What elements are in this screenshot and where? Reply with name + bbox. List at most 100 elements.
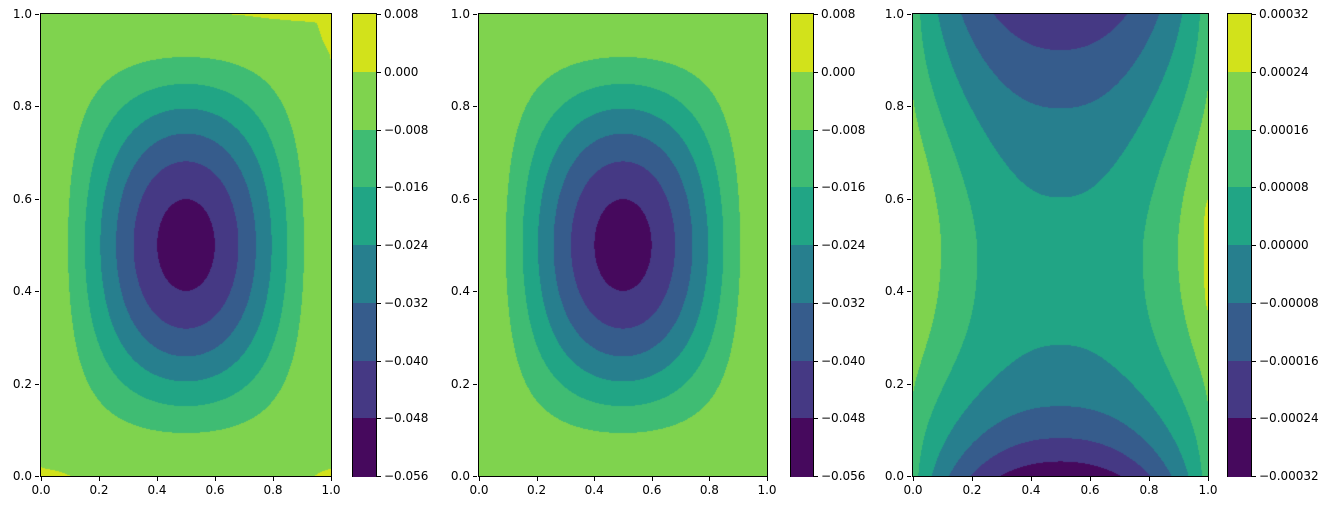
- tick-mark-cb1-3: [377, 187, 381, 189]
- tick-mark-cb2-4: [814, 245, 818, 246]
- tick-mark-y3-1: [907, 383, 911, 385]
- tick-label-x2-1: 0.2: [527, 483, 547, 497]
- tick-label-y2-0: 0.0: [450, 469, 470, 483]
- tick-mark-cb3-6: [1252, 360, 1256, 362]
- tick-mark-x2-4: [709, 477, 711, 481]
- tick-mark-x2-0: [479, 477, 480, 481]
- tick-label-y1-4: 0.8: [12, 99, 32, 114]
- colorbar-band: [791, 302, 813, 361]
- tick-mark-x1-1: [99, 477, 100, 481]
- tick-label-cb2-7: −0.048: [821, 411, 866, 426]
- tick-mark-y1-4: [35, 106, 39, 108]
- tick-mark-cb1-1: [377, 71, 381, 73]
- colorbar-band: [1228, 302, 1251, 361]
- tick-label-x1-5: 1.0: [321, 483, 341, 497]
- colorbar-left: [352, 13, 377, 477]
- tick-mark-x1-0: [41, 477, 42, 481]
- tick-label-y3-4: 0.8: [884, 99, 904, 114]
- tick-label-cb3-8: −0.00032: [1259, 469, 1319, 483]
- tick-mark-cb1-4: [377, 245, 381, 246]
- tick-label-cb1-0: 0.008: [384, 7, 419, 21]
- tick-label-x2-3: 0.6: [642, 483, 662, 497]
- tick-mark-x3-3: [1090, 477, 1091, 481]
- tick-mark-y2-1: [473, 383, 477, 385]
- colorbar-band: [1228, 14, 1251, 73]
- tick-label-cb1-3: −0.016: [384, 180, 429, 195]
- tick-label-cb2-5: −0.032: [821, 295, 866, 310]
- colorbar-band: [353, 302, 376, 361]
- colorbar-band: [791, 187, 813, 246]
- colorbar-band: [1228, 245, 1251, 304]
- tick-label-cb2-2: −0.008: [821, 122, 866, 137]
- tick-label-x1-1: 0.2: [89, 483, 109, 497]
- contour-axes-right: [912, 13, 1209, 477]
- tick-label-cb2-1: 0.000: [821, 64, 856, 79]
- tick-mark-cb2-7: [814, 418, 818, 420]
- colorbar-band: [353, 360, 376, 419]
- tick-mark-x2-2: [594, 477, 596, 481]
- tick-mark-y1-2: [35, 291, 39, 293]
- colorbar-band: [1228, 187, 1251, 246]
- tick-mark-y2-2: [473, 291, 477, 293]
- tick-label-cb2-8: −0.056: [821, 469, 866, 483]
- tick-mark-y3-2: [907, 291, 911, 293]
- tick-mark-y1-3: [35, 198, 39, 200]
- tick-mark-y3-4: [907, 106, 911, 108]
- tick-label-cb1-6: −0.040: [384, 353, 429, 368]
- tick-label-cb2-4: −0.024: [821, 238, 866, 252]
- tick-label-x3-0: 0.0: [903, 483, 923, 497]
- tick-label-x2-2: 0.4: [584, 483, 604, 497]
- colorbar-band: [353, 71, 376, 130]
- tick-mark-x1-4: [273, 477, 274, 481]
- tick-label-x2-4: 0.8: [699, 483, 719, 497]
- tick-label-x3-1: 0.2: [962, 483, 982, 497]
- tick-mark-x3-5: [1208, 477, 1209, 481]
- tick-mark-x1-3: [215, 477, 216, 481]
- tick-mark-cb2-0: [814, 14, 818, 15]
- tick-mark-cb3-3: [1252, 187, 1256, 189]
- tick-label-cb2-0: 0.008: [821, 7, 856, 21]
- colorbar-band: [353, 245, 376, 304]
- tick-mark-y2-5: [473, 14, 477, 15]
- colorbar-band: [1228, 71, 1251, 130]
- tick-label-x3-5: 1.0: [1198, 483, 1218, 497]
- tick-mark-y3-3: [907, 198, 911, 200]
- colorbar-band: [791, 71, 813, 130]
- colorbar-band: [791, 360, 813, 419]
- tick-label-y3-1: 0.2: [884, 376, 904, 391]
- colorbar-middle: [790, 13, 814, 477]
- tick-mark-cb1-0: [377, 14, 381, 15]
- tick-mark-y2-0: [473, 476, 477, 477]
- colorbar-band: [353, 418, 376, 477]
- tick-mark-cb1-2: [377, 129, 381, 131]
- contour-axes-middle: [478, 13, 768, 477]
- tick-mark-y2-4: [473, 106, 477, 108]
- tick-mark-cb2-6: [814, 360, 818, 362]
- colorbar-band: [791, 129, 813, 188]
- tick-label-cb3-0: 0.00032: [1259, 7, 1309, 21]
- tick-label-cb1-4: −0.024: [384, 238, 429, 252]
- tick-label-cb1-7: −0.048: [384, 411, 429, 426]
- tick-label-cb3-3: 0.00008: [1259, 180, 1309, 195]
- tick-label-cb1-2: −0.008: [384, 122, 429, 137]
- tick-label-x1-4: 0.8: [263, 483, 283, 497]
- tick-label-y1-5: 1.0: [12, 7, 32, 21]
- tick-mark-cb3-1: [1252, 71, 1256, 73]
- tick-mark-cb2-5: [814, 302, 818, 304]
- colorbar-band: [1228, 418, 1251, 477]
- tick-mark-y2-3: [473, 198, 477, 200]
- tick-label-y1-3: 0.6: [12, 191, 32, 206]
- tick-label-x1-2: 0.4: [147, 483, 167, 497]
- tick-label-y2-3: 0.6: [450, 191, 470, 206]
- tick-mark-cb2-2: [814, 129, 818, 131]
- tick-mark-cb1-7: [377, 418, 381, 420]
- tick-mark-cb3-7: [1252, 418, 1256, 420]
- colorbar-band: [1228, 360, 1251, 419]
- tick-mark-x2-3: [651, 477, 653, 481]
- contour-canvas-1: [41, 14, 331, 476]
- tick-mark-cb2-3: [814, 187, 818, 189]
- tick-label-cb3-5: −0.00008: [1259, 295, 1319, 310]
- tick-label-x3-4: 0.8: [1139, 483, 1159, 497]
- tick-mark-x3-1: [972, 477, 973, 481]
- tick-mark-x1-2: [157, 477, 158, 481]
